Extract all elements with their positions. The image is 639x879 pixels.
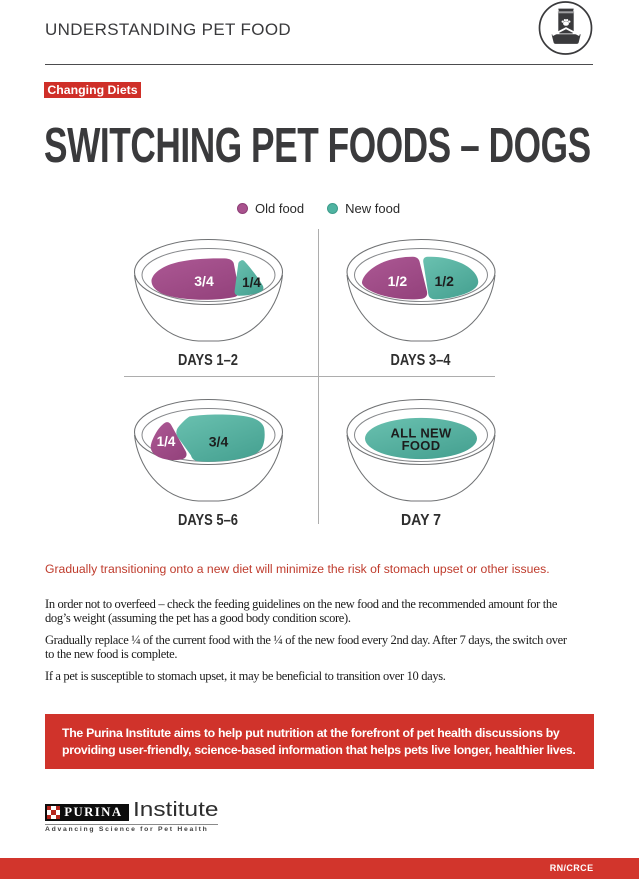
svg-text:DAY 7: DAY 7 <box>401 512 441 529</box>
svg-text:ALL NEW: ALL NEW <box>390 426 452 441</box>
svg-text:DAYS 1–2: DAYS 1–2 <box>178 352 238 369</box>
svg-text:DAYS 3–4: DAYS 3–4 <box>391 352 451 369</box>
svg-text:3/4: 3/4 <box>209 434 229 450</box>
svg-text:FOOD: FOOD <box>402 438 441 453</box>
svg-text:1/4: 1/4 <box>157 434 176 449</box>
svg-text:DAYS 5–6: DAYS 5–6 <box>178 512 238 529</box>
svg-text:1/2: 1/2 <box>434 273 454 289</box>
svg-text:1/2: 1/2 <box>388 273 408 289</box>
svg-text:3/4: 3/4 <box>194 273 214 289</box>
svg-text:1/4: 1/4 <box>242 275 261 290</box>
